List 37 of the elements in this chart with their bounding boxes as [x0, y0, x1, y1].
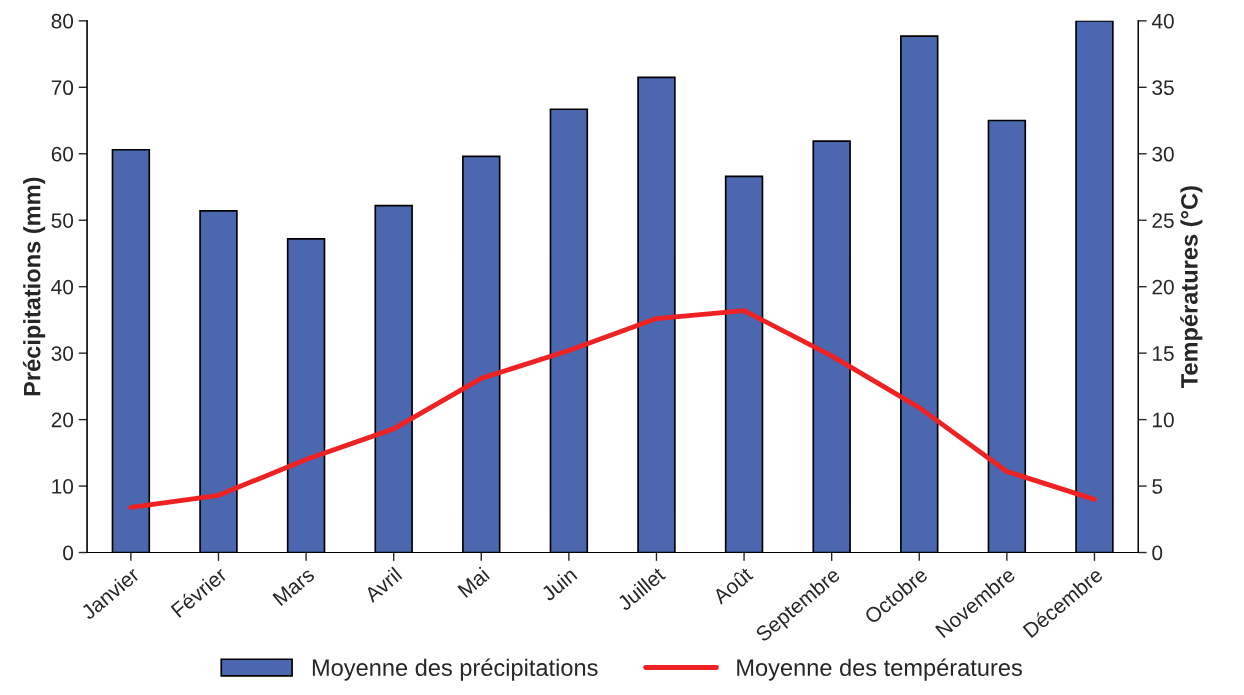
bar [812, 140, 851, 553]
bar [549, 108, 589, 553]
bar [111, 148, 151, 553]
y-tick-label: 80 [51, 13, 74, 29]
x-tick-label: Mai [456, 566, 491, 598]
y2-tick-label: 40 [1151, 13, 1174, 29]
y-tick-label: 50 [51, 213, 74, 228]
y-tick-label: 70 [51, 80, 74, 96]
y2-tick-label: 25 [1152, 213, 1174, 228]
y-tick-label: 60 [51, 146, 74, 162]
bar [1075, 20, 1114, 553]
y-tick-label: 0 [63, 545, 74, 561]
bar [900, 35, 939, 553]
y-axis-title: Précipitations (mm) [22, 177, 46, 396]
y2-tick-label: 20 [1152, 279, 1174, 295]
bar [286, 238, 326, 553]
y2-tick-label: 30 [1152, 146, 1174, 162]
line-series [128, 308, 1097, 510]
bar [637, 76, 676, 553]
y-tick-label: 40 [51, 279, 74, 295]
y-tick-label: 10 [52, 479, 74, 494]
bar [462, 155, 501, 553]
bar [199, 210, 238, 553]
bar [987, 119, 1027, 553]
y-tick-label: 20 [51, 412, 74, 428]
y-tick-label: 30 [51, 346, 74, 361]
y2-tick-label: 0 [1152, 545, 1163, 561]
bar [724, 175, 764, 553]
y2-tick-label: 15 [1153, 346, 1174, 361]
y2-tick-label: 10 [1153, 412, 1174, 428]
legend-label: Moyenne des précipitations [312, 658, 598, 681]
y2-tick-label: 5 [1152, 479, 1163, 494]
legend-label: Moyenne des températures [737, 658, 1022, 681]
y2-axis-title: Températures (°C) [1180, 186, 1203, 389]
x-tick-label: Juin [539, 566, 578, 602]
y2-tick-label: 35 [1152, 80, 1174, 96]
bar [374, 204, 413, 553]
